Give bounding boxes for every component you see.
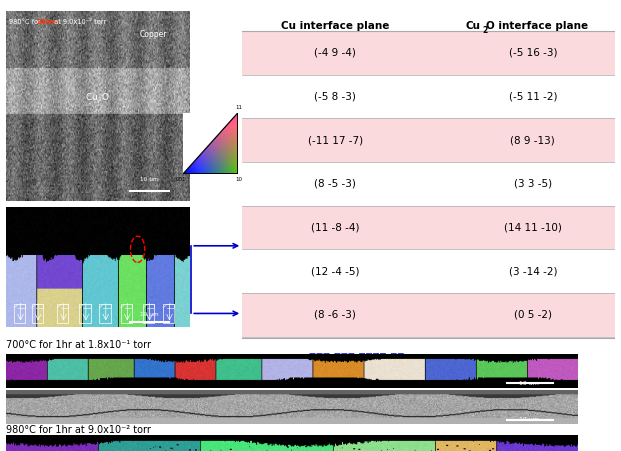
Text: at 9.0x10⁻² torr: at 9.0x10⁻² torr: [52, 19, 106, 25]
Text: (14 11 -10): (14 11 -10): [504, 222, 562, 232]
Text: (-4 9 -4): (-4 9 -4): [314, 48, 356, 58]
FancyBboxPatch shape: [242, 293, 615, 336]
Text: 980°C for 1hr at 9.0x10⁻² torr: 980°C for 1hr at 9.0x10⁻² torr: [6, 425, 151, 435]
Bar: [99, 304, 111, 323]
Text: Cu interface plane: Cu interface plane: [281, 21, 389, 31]
Text: 10 um: 10 um: [519, 417, 539, 422]
Text: 111: 111: [235, 105, 246, 110]
Text: 2: 2: [483, 27, 487, 36]
Polygon shape: [183, 113, 238, 174]
Text: (8 -5 -3): (8 -5 -3): [314, 179, 356, 189]
Text: (3 3 -5): (3 3 -5): [514, 179, 552, 189]
Text: 101: 101: [235, 177, 246, 182]
Text: (0 5 -2): (0 5 -2): [514, 310, 552, 320]
Text: (11 -8 -4): (11 -8 -4): [311, 222, 360, 232]
Bar: [163, 304, 175, 323]
Text: 24hrs: 24hrs: [37, 19, 58, 25]
Bar: [79, 304, 91, 323]
Bar: [121, 304, 132, 323]
FancyBboxPatch shape: [242, 31, 615, 74]
Bar: [32, 304, 43, 323]
Text: 980°C for: 980°C for: [9, 19, 43, 25]
Text: 임의의 면에서 양호하게 접합: 임의의 면에서 양호하게 접합: [309, 352, 404, 365]
Bar: [14, 304, 25, 323]
Text: 700°C for 1hr at 1.8x10⁻¹ torr: 700°C for 1hr at 1.8x10⁻¹ torr: [6, 340, 151, 350]
Text: (-5 11 -2): (-5 11 -2): [509, 92, 557, 101]
FancyBboxPatch shape: [242, 118, 615, 162]
FancyBboxPatch shape: [242, 206, 615, 249]
Text: (-5 8 -3): (-5 8 -3): [314, 92, 356, 101]
Text: 001: 001: [175, 177, 186, 182]
Text: Copper: Copper: [140, 31, 167, 39]
FancyBboxPatch shape: [242, 162, 615, 206]
Text: (12 -4 -5): (12 -4 -5): [311, 266, 360, 276]
Text: 10 um: 10 um: [140, 177, 159, 182]
Text: O interface plane: O interface plane: [486, 21, 588, 31]
Text: (8 -6 -3): (8 -6 -3): [314, 310, 356, 320]
Text: Cu$_2$O: Cu$_2$O: [86, 92, 110, 104]
Text: (8 9 -13): (8 9 -13): [510, 135, 555, 145]
FancyBboxPatch shape: [242, 249, 615, 293]
Text: Cu: Cu: [466, 21, 481, 31]
Text: (3 -14 -2): (3 -14 -2): [509, 266, 557, 276]
Text: 10 um: 10 um: [519, 381, 539, 386]
FancyBboxPatch shape: [242, 74, 615, 118]
Text: (-11 17 -7): (-11 17 -7): [308, 135, 363, 145]
Bar: [57, 304, 68, 323]
Bar: [143, 304, 155, 323]
Text: (-5 16 -3): (-5 16 -3): [509, 48, 557, 58]
Text: 10 um: 10 um: [140, 313, 159, 318]
